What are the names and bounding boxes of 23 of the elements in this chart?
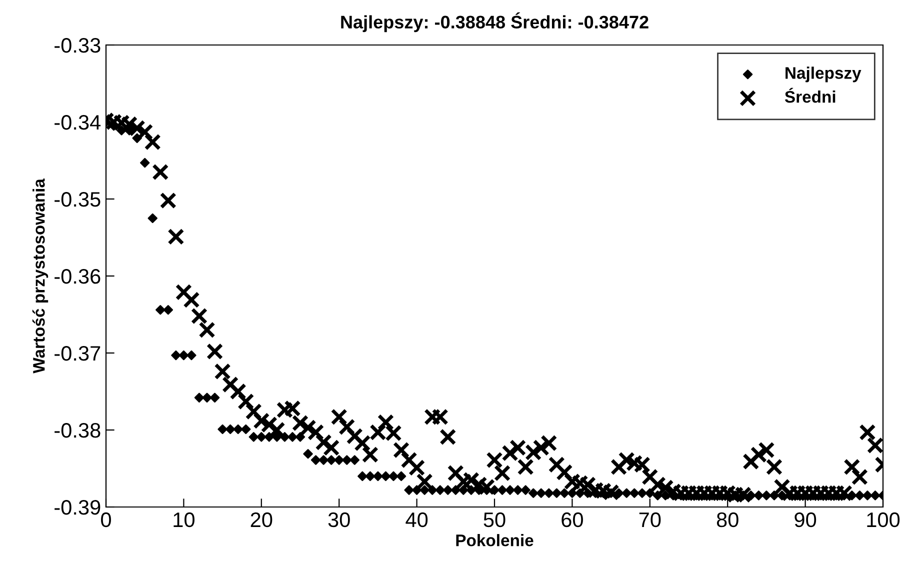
x-tick-label: 90 (794, 512, 816, 528)
y-tick-label: -0.34 (54, 115, 101, 130)
x-tick-label: 100 (867, 512, 900, 528)
x-tick-label: 80 (716, 512, 738, 528)
x-tick-label: 60 (562, 512, 583, 528)
x-tick-label: 30 (328, 512, 350, 528)
x-tick-label: 20 (250, 512, 272, 528)
x-tick-label: 0 (101, 512, 111, 528)
y-tick-label: -0.38 (54, 423, 100, 438)
x-tick-label: 70 (639, 512, 661, 528)
y-tick-label: -0.39 (54, 500, 100, 515)
y-tick-label: -0.37 (54, 346, 100, 361)
y-axis-title: Wartość przystosowania (32, 178, 48, 374)
x-tick-label: 10 (174, 512, 194, 528)
chart-title: Najlepszy: -0.38848 Średni: -0.38472 (341, 12, 648, 32)
x-tick-label: 50 (484, 512, 506, 528)
legend-label: Najlepszy (786, 66, 862, 82)
y-tick-label: -0.36 (54, 269, 100, 284)
legend-label: Średni (784, 88, 836, 103)
x-tick-label: 40 (406, 512, 428, 528)
x-axis-title: Pokolenie (456, 534, 534, 546)
y-tick-label: -0.35 (54, 192, 100, 207)
y-tick-label: -0.33 (54, 38, 100, 53)
